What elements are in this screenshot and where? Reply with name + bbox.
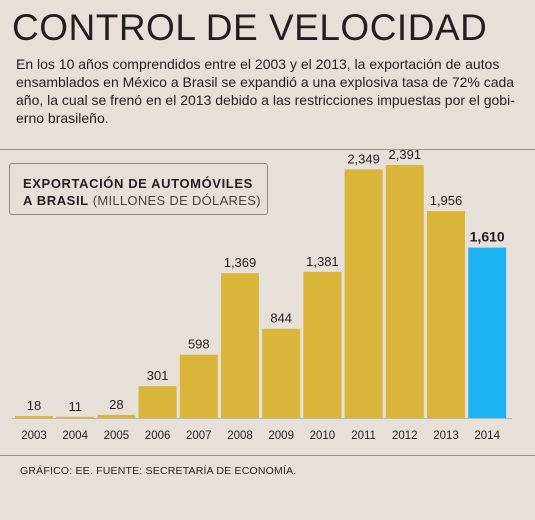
x-label-2014: 2014 (474, 430, 500, 442)
top-divider (0, 149, 535, 150)
legend-title-line2-text: A BRASIL (23, 193, 89, 208)
x-label-2009: 2009 (268, 430, 294, 442)
x-label-2003: 2003 (21, 430, 47, 442)
x-label-2012: 2012 (392, 430, 418, 442)
bar-2014 (468, 247, 507, 418)
chart-bars (12, 165, 512, 419)
bar-2012 (385, 165, 424, 418)
bar-2006 (138, 386, 177, 418)
chart-value-labels: 18 11 28 301 598 1,369 844 1,381 2,349 2,391 1,956… (27, 147, 505, 414)
value-label-2003: 18 (27, 398, 41, 413)
bar-2008 (221, 273, 259, 418)
value-label-2012: 2,391 (389, 147, 422, 162)
value-label-2011: 2,349 (347, 151, 380, 166)
source-note: GRÁFICO: EE. FUENTE: SECRETARÍA DE ECONO… (20, 465, 297, 477)
x-label-2013: 2013 (433, 430, 459, 442)
x-label-2007: 2007 (186, 430, 212, 442)
x-label-2008: 2008 (227, 430, 253, 442)
chart-x-labels: 2003 2004 2005 2006 2007 2008 2009 2010 2011 2012… (21, 430, 500, 442)
bar-2003 (15, 416, 53, 418)
x-label-2010: 2010 (310, 430, 336, 442)
intro-paragraph: En los 10 años comprendidos entre el 200… (16, 56, 515, 126)
value-label-2008: 1,369 (224, 255, 257, 270)
value-label-2005: 28 (109, 397, 123, 412)
value-label-2010: 1,381 (306, 254, 339, 269)
legend-title-line2: A BRASIL (MILLONES DE DÓLARES) (23, 193, 261, 208)
bar-2010 (303, 271, 342, 418)
bar-2011 (344, 169, 383, 418)
bar-2007 (179, 354, 218, 418)
value-label-2014: 1,610 (470, 229, 505, 245)
page-title: CONTROL DE VELOCIDAD (12, 7, 488, 48)
value-label-2013: 1,956 (430, 193, 463, 208)
bar-chart: 18 11 28 301 598 1,369 844 1,381 2,349 2,391 1,956… (12, 147, 512, 442)
value-label-2006: 301 (147, 368, 169, 383)
x-label-2005: 2005 (104, 430, 130, 442)
legend-unit: (MILLONES DE DÓLARES) (92, 193, 261, 208)
x-label-2006: 2006 (145, 430, 171, 442)
bottom-divider (0, 455, 535, 456)
value-label-2004: 11 (68, 399, 82, 414)
x-label-2004: 2004 (62, 430, 88, 442)
x-label-2011: 2011 (351, 430, 376, 442)
bar-2005 (97, 415, 136, 418)
legend-title-line1: EXPORTACIÓN DE AUTOMÓVILES (23, 176, 253, 191)
chart-legend: EXPORTACIÓN DE AUTOMÓVILES A BRASIL (MIL… (9, 163, 268, 215)
value-label-2007: 598 (188, 337, 210, 352)
bar-2004 (56, 416, 95, 418)
value-label-2009: 844 (270, 311, 292, 326)
bar-2013 (427, 211, 465, 418)
bar-2009 (262, 328, 301, 418)
